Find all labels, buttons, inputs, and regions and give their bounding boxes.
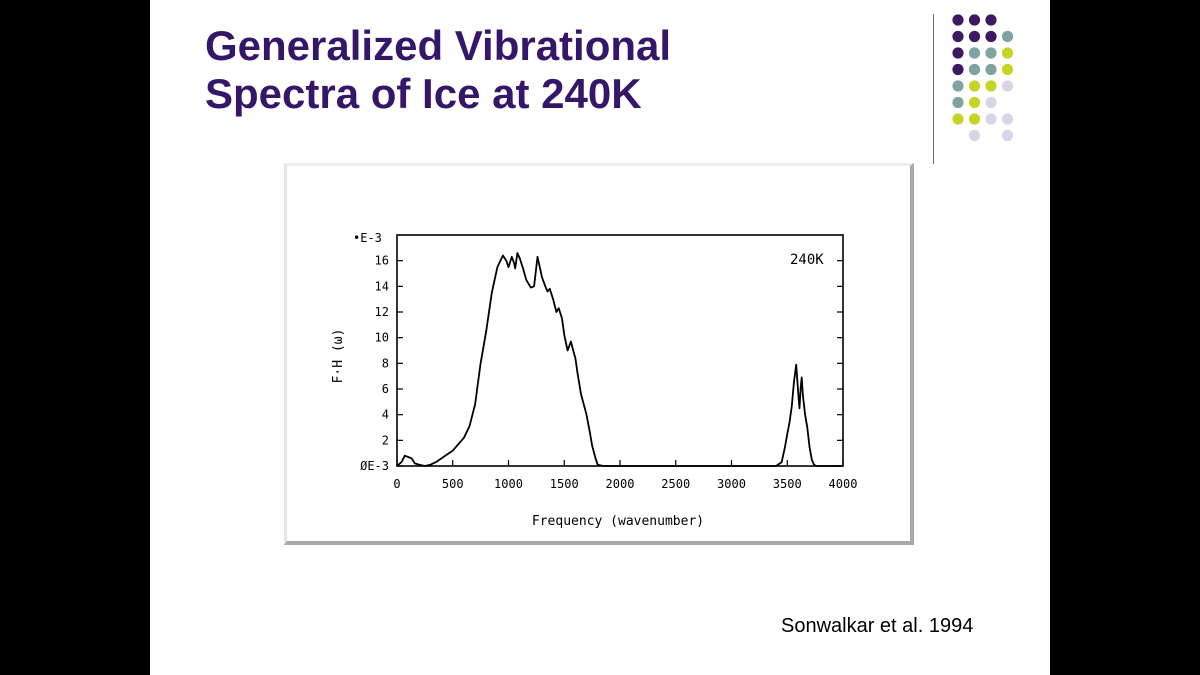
citation: Sonwalkar et al. 1994: [781, 615, 974, 637]
decor-dot: [952, 14, 964, 26]
decor-dot: [985, 30, 997, 43]
decor-dot: [968, 96, 981, 109]
x-tick-label: 2000: [606, 477, 635, 491]
decor-dot: [985, 113, 997, 125]
decor-dot: [968, 129, 981, 142]
decor-dot: [1001, 113, 1014, 125]
slide-title: Generalized Vibrational Spectra of Ice a…: [205, 22, 671, 118]
decor-dot: [985, 80, 997, 92]
decor-dot: [1001, 129, 1014, 142]
x-tick-label: 3000: [717, 477, 746, 491]
decor-dot: [968, 80, 981, 92]
axes-layer: [396, 234, 844, 467]
series-layer: [396, 252, 843, 467]
figure-frame: •E-3 240K Frequency (wavenumber) F·H (ω)…: [284, 163, 914, 545]
x-tick-label: 500: [442, 477, 464, 491]
y-axis-label: F·H (ω): [331, 329, 346, 384]
y-tick-label: 10: [375, 331, 389, 345]
y-tick-label: ØE-3: [360, 459, 389, 473]
spectrum-chart: •E-3 240K Frequency (wavenumber) F·H (ω)…: [331, 231, 857, 529]
decor-dot: [1001, 47, 1014, 59]
x-tick-label: 4000: [829, 477, 858, 491]
decor-dot: [968, 113, 981, 125]
decor-dot: [952, 47, 964, 59]
y-tick-label: 16: [375, 254, 389, 268]
decor-dot: [1001, 63, 1014, 76]
decor-dot: [968, 14, 981, 26]
y-multiplier-label: •E-3: [353, 231, 382, 245]
slide: Generalized Vibrational Spectra of Ice a…: [150, 0, 1050, 675]
decor-dot: [985, 96, 997, 109]
ticks-layer: 0 500 1000 1500 2000 2500 3000 3500 4000 ØE-3 2 4 6 8…: [360, 254, 857, 491]
x-tick-label: 0: [393, 477, 400, 491]
decor-dot: [968, 30, 981, 43]
plot-frame: [396, 234, 844, 467]
decor-dot: [968, 47, 981, 59]
annotation-240k: 240K: [790, 252, 824, 268]
decor-dot: [952, 63, 964, 76]
decor-dot: [952, 80, 964, 92]
slide-title-line-1: Generalized Vibrational: [205, 22, 672, 69]
decor-dot: [1001, 80, 1014, 92]
decor-dot: [1001, 30, 1014, 43]
y-tick-label: 2: [382, 433, 389, 447]
decor-dot: [985, 47, 997, 59]
y-tick-label: 6: [382, 382, 389, 396]
y-tick-label: 8: [382, 356, 389, 370]
decorative-dot-grid: [952, 14, 1014, 142]
decor-dot: [985, 14, 997, 26]
x-tick-label: 1500: [550, 477, 579, 491]
title-divider: [933, 14, 934, 164]
x-axis-label: Frequency (wavenumber): [532, 514, 704, 529]
y-tick-label: 14: [375, 279, 389, 293]
spectrum-line: [396, 252, 843, 467]
decor-dot: [985, 63, 997, 76]
x-tick-label: 2500: [661, 477, 690, 491]
y-tick-label: 4: [382, 408, 389, 422]
decor-dot: [968, 63, 981, 76]
x-tick-label: 3500: [773, 477, 802, 491]
decor-dot: [952, 30, 964, 43]
x-tick-label: 1000: [494, 477, 523, 491]
y-tick-label: 12: [375, 305, 389, 319]
decor-dot: [952, 113, 964, 125]
slide-title-line-2: Spectra of Ice at 240K: [205, 70, 642, 117]
decor-dot: [952, 96, 964, 109]
